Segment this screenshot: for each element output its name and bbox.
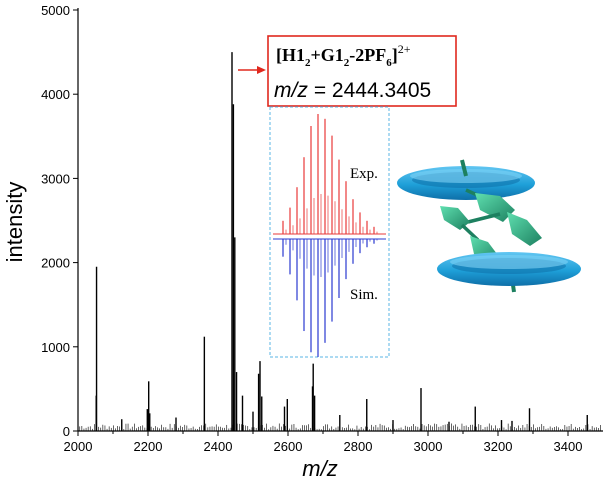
y-tick-label: 3000 bbox=[41, 171, 70, 186]
plot-axes bbox=[77, 8, 603, 432]
upper-ring bbox=[397, 166, 535, 200]
inset-exp-trace bbox=[282, 114, 378, 234]
inset-frame bbox=[269, 106, 390, 358]
pointer-arrow-head bbox=[257, 66, 266, 74]
formula-annotation: [H12+G12-2PF6]2+ m/z = 2444.3405 bbox=[238, 35, 457, 107]
inset-sim-trace bbox=[282, 239, 378, 357]
inset-sim-label: Sim. bbox=[350, 287, 378, 303]
x-axis-label: m/z bbox=[302, 456, 337, 481]
x-tick-label: 2600 bbox=[274, 439, 303, 454]
inset-exp-label: Exp. bbox=[350, 166, 378, 182]
rotaxane-structure-illustration bbox=[397, 159, 581, 293]
y-tick-label: 4000 bbox=[41, 87, 70, 102]
x-tick-label: 2400 bbox=[204, 439, 233, 454]
spectrum-peaks bbox=[79, 52, 601, 431]
mz-value-text: m/z = 2444.3405 bbox=[274, 79, 431, 102]
x-tick-label: 2800 bbox=[344, 439, 373, 454]
y-tick-label: 0 bbox=[63, 424, 70, 439]
x-tick-group: 2000 2200 2400 2600 2800 3000 3200 3400 bbox=[64, 431, 583, 454]
y-tick-label: 1000 bbox=[41, 340, 70, 355]
x-tick-label: 2000 bbox=[64, 439, 93, 454]
guest-molecule bbox=[440, 159, 542, 293]
x-tick-label: 3400 bbox=[554, 439, 583, 454]
formula-box bbox=[267, 35, 457, 107]
x-tick-label: 2200 bbox=[134, 439, 163, 454]
y-tick-label: 5000 bbox=[41, 3, 70, 18]
y-tick-group: 0 1000 2000 3000 4000 5000 bbox=[41, 3, 78, 439]
lower-ring bbox=[437, 252, 581, 286]
y-axis-label: intensity bbox=[2, 182, 27, 263]
x-tick-label: 3000 bbox=[414, 439, 443, 454]
isotope-inset bbox=[269, 106, 390, 358]
y-tick-label: 2000 bbox=[41, 256, 70, 271]
x-tick-label: 3200 bbox=[484, 439, 513, 454]
formula-text: [H12+G12-2PF6]2+ bbox=[276, 42, 411, 69]
